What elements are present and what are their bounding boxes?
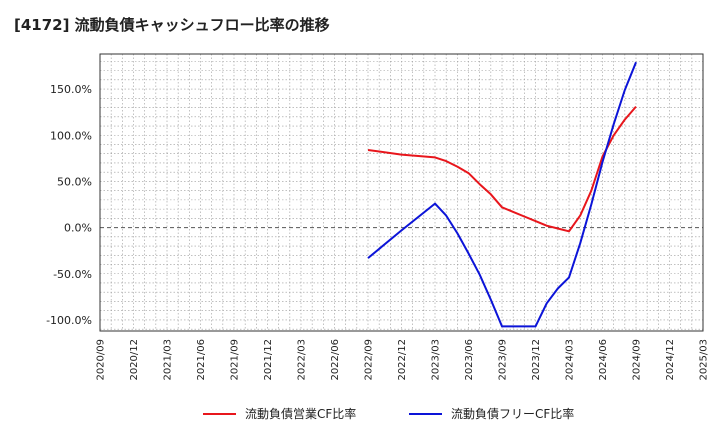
series-layer [367, 61, 637, 328]
x-tick-label: 2020/09 [96, 339, 107, 381]
legend-label-0: 流動負債営業CF比率 [245, 406, 356, 421]
x-tick-label: 2023/12 [531, 339, 542, 381]
series-line-1 [367, 61, 637, 328]
x-tick-label: 2024/09 [632, 339, 643, 381]
x-tick-label: 2020/12 [129, 339, 140, 381]
x-tick-label: 2022/12 [397, 339, 408, 381]
y-tick-label: 0.0% [64, 222, 92, 235]
y-tick-label: 150.0% [50, 83, 92, 96]
x-tick-label: 2024/03 [565, 339, 576, 381]
x-tick-label: 2021/03 [163, 339, 174, 381]
x-axis-ticks: 2020/09 2020/12 2021/03 2021/06 2021/09 2021/… [96, 339, 710, 381]
grid-layer [100, 54, 703, 331]
series-line-0 [367, 105, 637, 233]
x-tick-label: 2025/03 [699, 339, 710, 381]
x-tick-label: 2023/03 [431, 339, 442, 381]
x-tick-label: 2022/03 [297, 339, 308, 381]
y-tick-label: 100.0% [50, 129, 92, 142]
x-tick-label: 2024/06 [598, 339, 609, 381]
x-tick-label: 2023/06 [464, 339, 475, 381]
chart-title: [4172] 流動負債キャッシュフロー比率の推移 [14, 16, 330, 34]
legend: 流動負債営業CF比率 流動負債フリーCF比率 [203, 406, 574, 421]
y-tick-label: -100.0% [46, 314, 92, 327]
legend-label-1: 流動負債フリーCF比率 [451, 406, 574, 421]
y-tick-label: -50.0% [53, 268, 92, 281]
y-tick-label: 50.0% [57, 175, 92, 188]
y-axis-ticks: -100.0% -50.0% 0.0% 50.0% 100.0% 150.0% [46, 83, 92, 327]
x-tick-label: 2021/09 [230, 339, 241, 381]
plot-frame [99, 53, 704, 332]
x-tick-label: 2021/12 [263, 339, 274, 381]
x-tick-label: 2021/06 [196, 339, 207, 381]
x-tick-label: 2022/09 [364, 339, 375, 381]
x-tick-label: 2022/06 [330, 339, 341, 381]
x-tick-label: 2024/12 [665, 339, 676, 381]
x-tick-label: 2023/09 [498, 339, 509, 381]
